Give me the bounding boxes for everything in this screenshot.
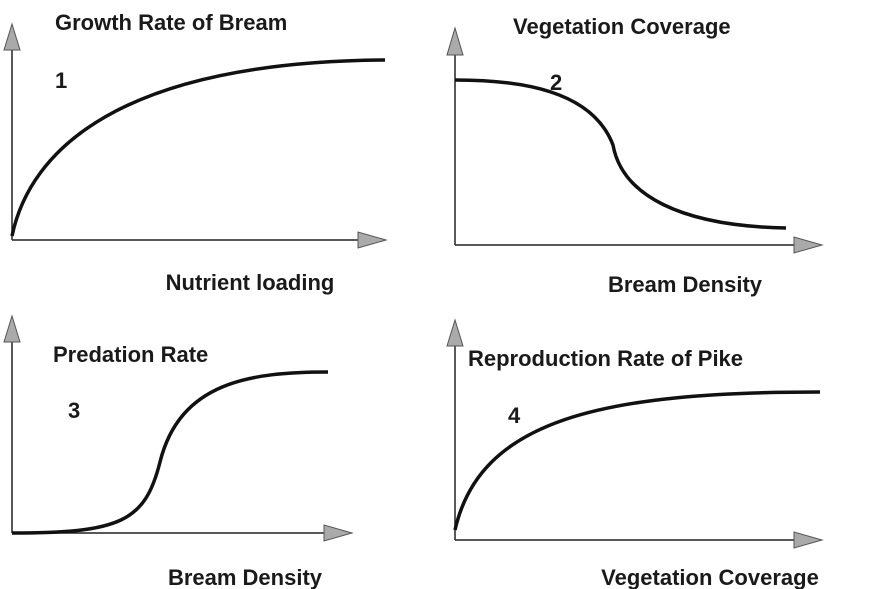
arrow — [793, 531, 824, 549]
y-label: Growth Rate of Bream — [55, 10, 287, 35]
x-label: Bream Density — [168, 565, 323, 589]
arrow — [793, 236, 824, 254]
curve — [454, 78, 787, 230]
curve — [453, 390, 821, 531]
panel-2: Vegetation Coverage 2 Bream Density — [446, 14, 824, 297]
y-label: Reproduction Rate of Pike — [468, 346, 743, 371]
arrow — [446, 318, 464, 347]
x-label: Vegetation Coverage — [601, 565, 819, 589]
x-label: Nutrient loading — [166, 270, 335, 295]
curve — [10, 58, 386, 237]
arrow — [3, 314, 21, 343]
curve — [11, 370, 329, 535]
panel-3: Predation Rate 3 Bream Density — [3, 314, 354, 589]
panel-number: 1 — [55, 68, 67, 93]
panel-number: 3 — [68, 398, 80, 423]
panel-number: 2 — [550, 70, 562, 95]
panel-4: Reproduction Rate of Pike 4 Vegetation C… — [446, 318, 824, 589]
y-label: Predation Rate — [53, 342, 208, 367]
arrow — [323, 524, 354, 542]
arrow — [357, 231, 388, 249]
y-label: Vegetation Coverage — [513, 14, 731, 39]
panel-number: 4 — [508, 403, 521, 428]
x-label: Bream Density — [608, 272, 763, 297]
panel-1: Growth Rate of Bream 1 Nutrient loading — [3, 10, 388, 295]
arrow — [3, 22, 21, 51]
arrow — [446, 26, 464, 56]
